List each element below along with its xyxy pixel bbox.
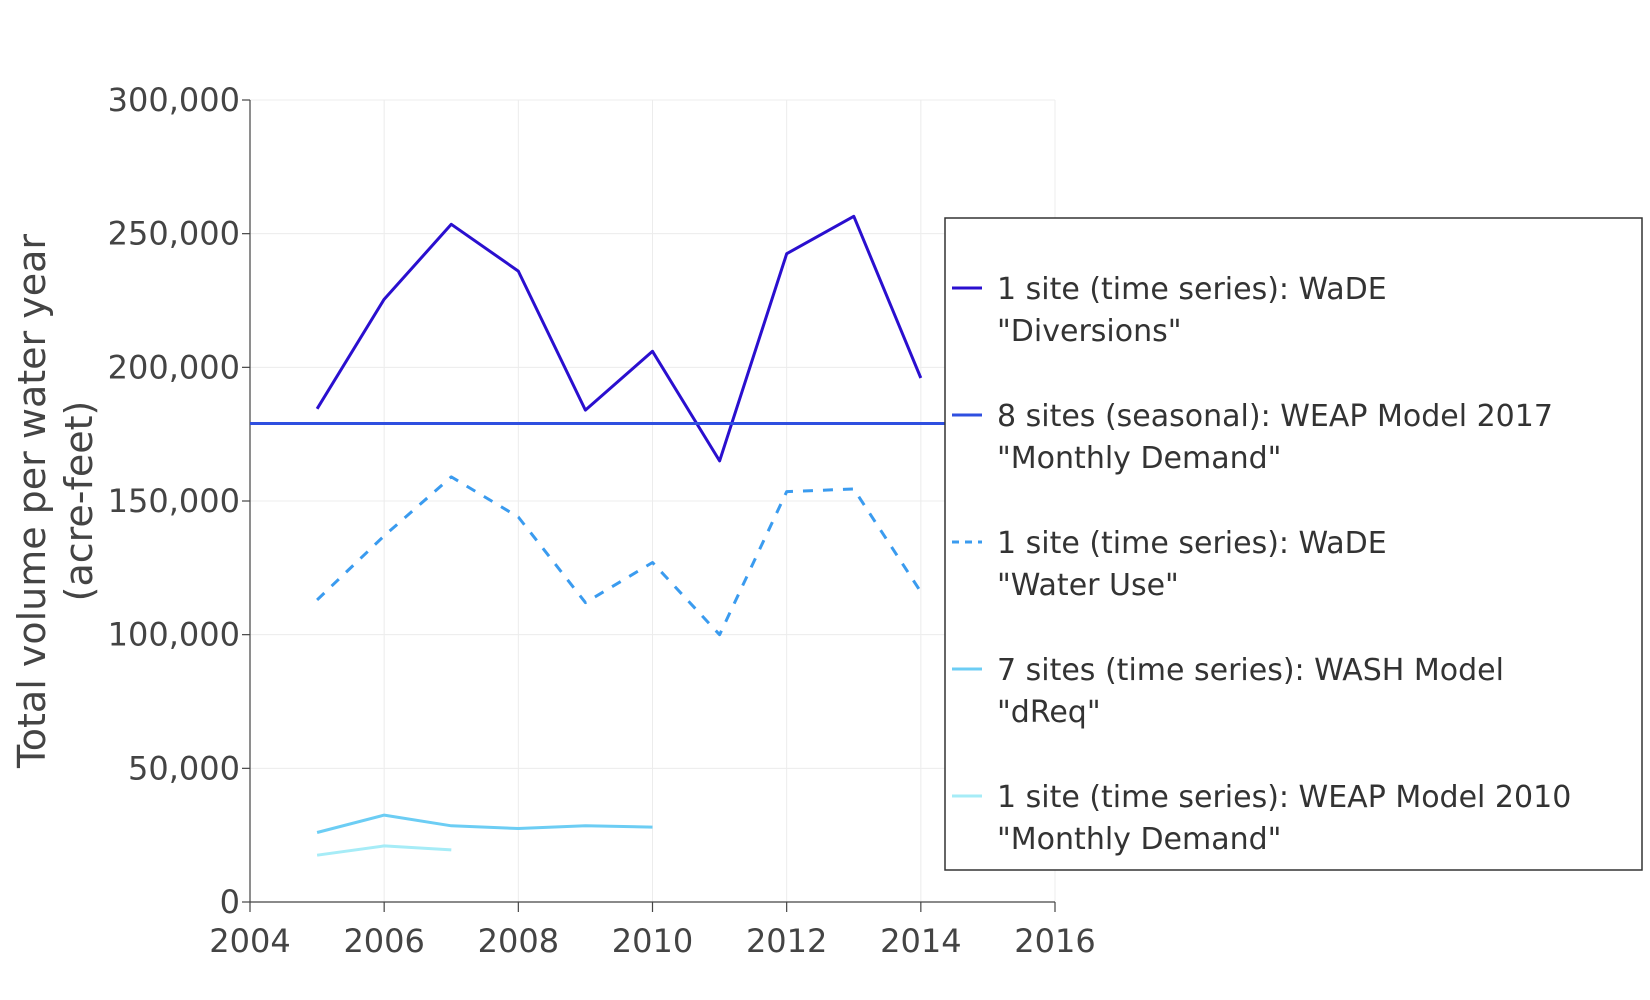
data-point xyxy=(718,459,721,462)
x-tick-label: 2010 xyxy=(612,922,693,960)
series-line-2 xyxy=(316,475,923,637)
data-point xyxy=(651,561,654,564)
data-point xyxy=(919,590,922,593)
legend-label: 1 site (time series): WaDE xyxy=(997,526,1387,561)
legend-label: 1 site (time series): WEAP Model 2010 xyxy=(997,780,1571,815)
data-point xyxy=(383,534,386,537)
series-lines xyxy=(249,214,1055,857)
data-point xyxy=(919,377,922,380)
data-point xyxy=(316,831,319,834)
axes: 2004 2006 2008 2010 2012 2014 2016 0 50,000 100,0… xyxy=(108,81,1096,960)
data-point xyxy=(316,854,319,857)
x-tick-label: 2008 xyxy=(478,922,559,960)
data-point xyxy=(584,409,587,412)
legend-label: "Monthly Demand" xyxy=(997,441,1281,476)
series-line-3 xyxy=(316,813,653,834)
data-point xyxy=(383,844,386,847)
data-point xyxy=(852,487,855,490)
y-axis-title-line: Total volume per water year xyxy=(10,234,54,769)
legend-label: "Water Use" xyxy=(997,568,1179,603)
x-tick-label: 2012 xyxy=(746,922,827,960)
data-point xyxy=(249,422,252,425)
data-point xyxy=(517,827,520,830)
data-point xyxy=(584,824,587,827)
data-point xyxy=(450,475,453,478)
legend-label: "Diversions" xyxy=(997,314,1182,349)
y-axis-title: Total volume per water year (acre-feet) xyxy=(10,234,101,769)
data-point xyxy=(383,298,386,301)
series-line-4 xyxy=(316,844,452,857)
x-tick-label: 2006 xyxy=(343,922,424,960)
y-tick-label: 300,000 xyxy=(108,81,240,119)
data-point xyxy=(785,252,788,255)
legend-label: "dReq" xyxy=(997,695,1101,730)
legend-label: 8 sites (seasonal): WEAP Model 2017 xyxy=(997,399,1553,434)
y-tick-label: 200,000 xyxy=(108,348,240,386)
data-point xyxy=(450,848,453,851)
grid xyxy=(250,99,1056,902)
series-line-0 xyxy=(315,214,923,463)
data-point xyxy=(651,350,654,353)
y-axis-title-line: (acre-feet) xyxy=(57,401,101,602)
data-point xyxy=(852,215,855,218)
data-point xyxy=(450,223,453,226)
legend-box xyxy=(944,217,1643,871)
data-point xyxy=(316,407,319,410)
data-point xyxy=(651,826,654,829)
y-tick-label: 100,000 xyxy=(108,616,240,654)
data-point xyxy=(517,270,520,273)
x-tick-label: 2014 xyxy=(880,922,961,960)
data-point xyxy=(517,516,520,519)
x-tick-label: 2016 xyxy=(1014,922,1095,960)
legend-label: "Monthly Demand" xyxy=(997,822,1281,857)
data-point xyxy=(316,598,319,601)
x-tick-label: 2004 xyxy=(209,922,290,960)
data-point xyxy=(584,601,587,604)
y-tick-label: 150,000 xyxy=(108,482,240,520)
legend[interactable]: 1 site (time series): WaDE "Diversions" 8 … xyxy=(944,217,1643,871)
y-tick-label: 50,000 xyxy=(128,749,240,787)
data-point xyxy=(450,824,453,827)
y-tick-label: 0 xyxy=(220,883,240,921)
data-point xyxy=(785,490,788,493)
legend-label: 7 sites (time series): WASH Model xyxy=(997,653,1504,688)
data-point xyxy=(383,814,386,817)
y-tick-label: 250,000 xyxy=(108,215,240,253)
legend-label: 1 site (time series): WaDE xyxy=(997,272,1387,307)
data-point xyxy=(718,633,721,636)
